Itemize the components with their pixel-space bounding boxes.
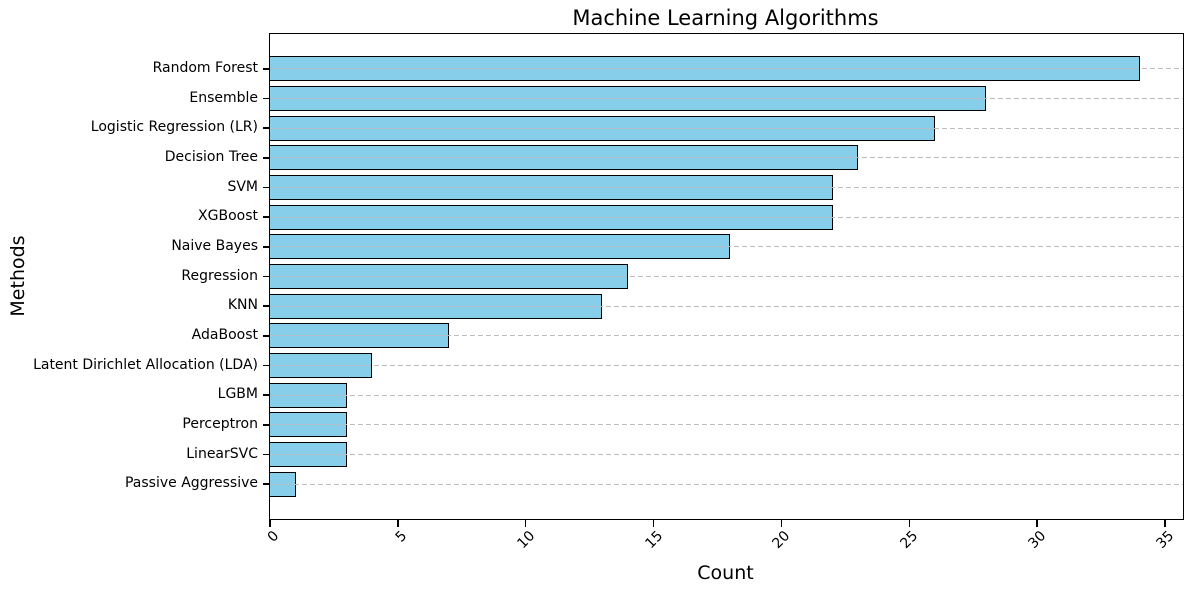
x-tick-mark (780, 519, 783, 527)
y-category-label: Naive Bayes (171, 237, 258, 254)
gridline (270, 68, 1183, 70)
y-tick-mark (263, 127, 270, 129)
x-tick-label: 10 (514, 528, 539, 552)
x-tick-label: 25 (897, 528, 922, 552)
x-tick-label: 15 (642, 528, 666, 552)
x-axis-label: Count (697, 562, 754, 584)
y-tick-mark (263, 157, 270, 159)
y-category-label: LGBM (217, 386, 258, 403)
x-tick-label: 5 (392, 528, 411, 546)
y-category-label: Logistic Regression (LR) (90, 119, 258, 136)
gridline (270, 127, 1183, 129)
y-tick-mark (263, 335, 270, 337)
gridline (270, 335, 1183, 337)
y-tick-mark (263, 364, 270, 367)
x-tick-label: 30 (1025, 528, 1050, 552)
y-tick-mark (263, 483, 270, 485)
y-category-label: Perceptron (182, 415, 258, 432)
gridline (270, 394, 1183, 396)
y-category-label: KNN (227, 297, 258, 314)
x-tick-mark (1036, 519, 1038, 527)
y-category-label: AdaBoost (191, 326, 258, 343)
x-tick-mark (524, 519, 527, 527)
gridline (270, 157, 1183, 159)
y-tick-mark (263, 68, 270, 70)
x-tick-mark (269, 519, 271, 527)
y-category-label: XGBoost (198, 208, 258, 225)
gridline (270, 483, 1183, 485)
x-tick-label: 35 (1153, 528, 1178, 552)
gridline (270, 424, 1183, 426)
y-tick-mark (263, 246, 270, 248)
plot-area (263, 33, 1184, 527)
y-category-label: Decision Tree (164, 148, 258, 165)
y-tick-mark (263, 186, 270, 189)
y-tick-mark (263, 424, 270, 426)
gridline (270, 365, 1183, 366)
y-category-label: Regression (181, 267, 258, 284)
y-tick-mark (263, 97, 270, 100)
gridline (270, 276, 1183, 277)
gridline (270, 187, 1183, 188)
gridline (270, 98, 1183, 99)
y-tick-mark (263, 305, 270, 307)
x-tick-mark (652, 519, 655, 527)
y-tick-mark (263, 453, 270, 456)
x-tick-mark (908, 519, 911, 527)
y-category-label: LinearSVC (186, 445, 258, 462)
x-tick-label: 0 (264, 528, 283, 546)
y-category-label: Random Forest (152, 59, 258, 76)
y-category-label: Ensemble (189, 89, 258, 106)
gridline (270, 305, 1183, 307)
x-tick-label: 20 (769, 528, 794, 552)
x-tick-mark (1164, 519, 1166, 527)
x-tick-mark (397, 519, 399, 527)
y-tick-mark (263, 394, 270, 396)
y-category-label: Latent Dirichlet Allocation (LDA) (33, 356, 258, 373)
y-category-label: Passive Aggressive (124, 475, 258, 492)
y-tick-mark (263, 275, 270, 278)
gridline (270, 246, 1183, 248)
gridline (270, 454, 1183, 455)
y-tick-mark (263, 216, 270, 218)
gridline (270, 216, 1183, 218)
y-category-label: SVM (227, 178, 258, 195)
chart-title: Machine Learning Algorithms (572, 6, 879, 30)
